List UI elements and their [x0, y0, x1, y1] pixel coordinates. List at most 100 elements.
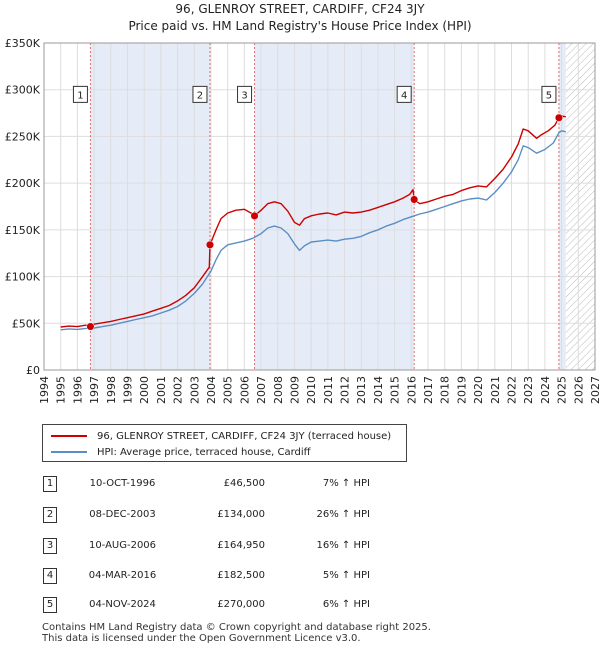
plot-frame — [43, 42, 596, 371]
x-tick-label: 2003 — [188, 376, 201, 404]
transaction-point — [86, 322, 95, 331]
x-tick-label: 2022 — [506, 376, 519, 404]
legend-label-hpi: HPI: Average price, terraced house, Card… — [97, 446, 311, 458]
transaction-label: 2 — [197, 90, 203, 101]
y-tick-label: £100K — [5, 271, 41, 284]
y-tick-label: £150K — [5, 224, 41, 237]
x-tick-label: 2026 — [572, 376, 585, 404]
footer-licence: This data is licensed under the Open Gov… — [42, 633, 361, 644]
footer-copyright: Contains HM Land Registry data © Crown c… — [42, 622, 431, 633]
x-tick-label: 2025 — [556, 376, 569, 404]
y-tick-label: £200K — [5, 177, 41, 190]
transaction-label-box — [237, 85, 253, 103]
transaction-number-badge: 2 — [43, 507, 57, 523]
y-tick-label: £250K — [5, 130, 41, 143]
transaction-number-badge: 3 — [43, 538, 57, 554]
x-tick-label: 1996 — [71, 376, 84, 404]
legend-item-property: 96, GLENROY STREET, CARDIFF, CF24 3JY (t… — [51, 428, 391, 444]
x-tick-label: 2015 — [389, 376, 402, 404]
transaction-date: 10-AUG-2006 — [88, 540, 157, 551]
x-tick-label: 2021 — [489, 376, 502, 404]
table-row: 4 04-MAR-2016 £182,500 5% ↑ HPI — [0, 568, 600, 586]
table-row: 3 10-AUG-2006 £164,950 16% ↑ HPI — [0, 538, 600, 556]
transaction-price: £164,950 — [217, 540, 265, 551]
transaction-label-box — [192, 85, 208, 103]
transaction-label-box — [396, 85, 412, 103]
x-tick-label: 2019 — [455, 376, 468, 404]
transaction-label-box — [541, 85, 557, 103]
x-tick-label: 1994 — [38, 376, 51, 404]
x-tick-label: 1995 — [55, 376, 68, 404]
x-tick-label: 2000 — [138, 376, 151, 404]
transaction-hpi-diff: 6% ↑ HPI — [322, 599, 370, 610]
table-row: 5 04-NOV-2024 £270,000 6% ↑ HPI — [0, 597, 600, 615]
x-tick-label: 2011 — [322, 376, 335, 404]
transaction-date: 04-MAR-2016 — [88, 570, 157, 581]
y-tick-label: £350K — [5, 37, 41, 50]
transaction-number-badge: 4 — [43, 568, 57, 584]
transaction-hpi-diff: 16% ↑ HPI — [316, 540, 370, 551]
price-chart: £0 £50K £100K £150K £200K £250K £300K £350K 1994… — [5, 37, 600, 404]
y-tick-label: £50K — [12, 317, 41, 330]
legend-label-property: 96, GLENROY STREET, CARDIFF, CF24 3JY (t… — [97, 430, 392, 442]
x-tick-label: 2013 — [355, 376, 368, 404]
transaction-point — [410, 195, 419, 204]
transaction-label: 4 — [401, 90, 407, 101]
transaction-hpi-diff: 7% ↑ HPI — [322, 478, 370, 489]
x-tick-label: 2020 — [472, 376, 485, 404]
x-tick-label: 2006 — [238, 376, 251, 404]
chart-subtitle: Price paid vs. HM Land Registry's House … — [128, 19, 472, 33]
x-tick-label: 2007 — [255, 376, 268, 404]
transaction-price: £134,000 — [217, 509, 265, 520]
transaction-number-badge: 5 — [43, 597, 57, 613]
x-tick-label: 2017 — [422, 376, 435, 404]
transaction-label: 5 — [546, 90, 552, 101]
transaction-number-badge: 1 — [43, 476, 57, 492]
transaction-label-box — [72, 85, 88, 103]
x-tick-label: 2004 — [205, 376, 218, 404]
chart-title: 96, GLENROY STREET, CARDIFF, CF24 3JY — [175, 2, 425, 16]
transaction-hpi-diff: 5% ↑ HPI — [322, 570, 370, 581]
y-tick-label: £300K — [5, 84, 41, 97]
legend-swatch-hpi — [51, 451, 87, 453]
transaction-hpi-diff: 26% ↑ HPI — [316, 509, 370, 520]
transaction-date: 04-NOV-2024 — [89, 599, 156, 610]
x-tick-label: 2008 — [272, 376, 285, 404]
transaction-date: 08-DEC-2003 — [89, 509, 156, 520]
table-row: 1 10-OCT-1996 £46,500 7% ↑ HPI — [0, 476, 600, 494]
future-hatch — [565, 43, 595, 370]
hpi-line — [60, 130, 566, 331]
x-tick-label: 2009 — [288, 376, 301, 404]
x-tick-label: 2012 — [339, 376, 352, 404]
transaction-label: 3 — [241, 90, 247, 101]
x-tick-label: 2016 — [405, 376, 418, 404]
x-tick-label: 2002 — [172, 376, 185, 404]
x-tick-label: 2027 — [589, 376, 600, 404]
x-tick-label: 2001 — [155, 376, 168, 404]
transaction-label: 1 — [77, 90, 83, 101]
legend-swatch-property — [51, 435, 87, 437]
x-tick-label: 2024 — [539, 376, 552, 404]
x-tick-label: 1998 — [105, 376, 118, 404]
transaction-point — [250, 211, 259, 220]
x-tick-label: 2018 — [439, 376, 452, 404]
y-tick-label: £0 — [26, 364, 40, 377]
legend: 96, GLENROY STREET, CARDIFF, CF24 3JY (t… — [42, 424, 407, 462]
table-row: 2 08-DEC-2003 £134,000 26% ↑ HPI — [0, 507, 600, 525]
x-tick-label: 2010 — [305, 376, 318, 404]
legend-item-hpi: HPI: Average price, terraced house, Card… — [51, 444, 311, 460]
transaction-point — [205, 240, 215, 249]
shaded-period — [558, 43, 566, 370]
x-tick-label: 2014 — [372, 376, 385, 404]
transaction-price: £46,500 — [223, 478, 265, 489]
transaction-price: £270,000 — [217, 599, 265, 610]
x-tick-label: 1999 — [121, 376, 134, 404]
shaded-period — [254, 43, 415, 370]
property-price-line — [60, 115, 566, 328]
x-tick-label: 2005 — [222, 376, 235, 404]
transaction-date: 10-OCT-1996 — [89, 478, 156, 489]
x-tick-label: 2023 — [522, 376, 535, 404]
x-tick-label: 1997 — [88, 376, 101, 404]
transaction-point — [554, 113, 563, 122]
transaction-price: £182,500 — [217, 570, 265, 581]
